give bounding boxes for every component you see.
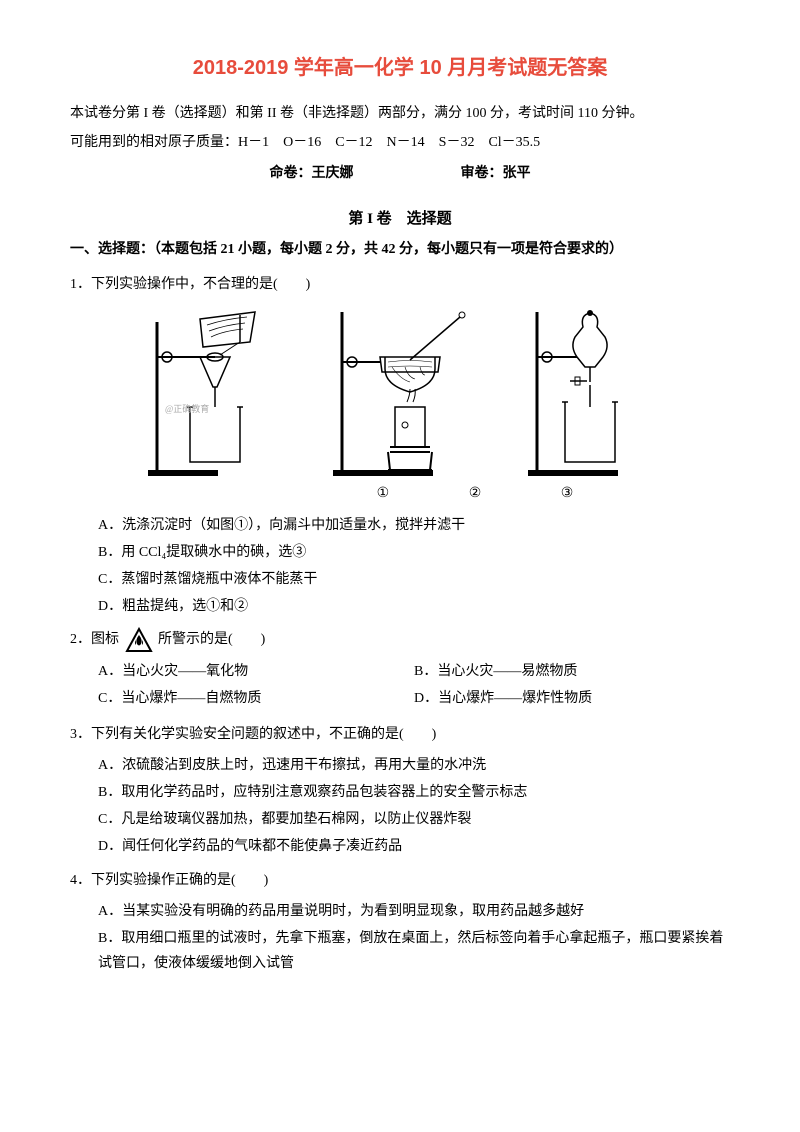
question-2-text: 2．图标 所警示的是( ) xyxy=(70,627,730,653)
question-4: 4．下列实验操作正确的是( ) A．当某实验没有明确的药品用量说明时，为看到明显… xyxy=(70,868,730,977)
q3-option-c: C．凡是给玻璃仪器加热，都要加垫石棉网，以防止仪器炸裂 xyxy=(98,807,730,832)
q4-option-a: A．当某实验没有明确的药品用量说明时，为看到明显现象，取用药品越多越好 xyxy=(98,899,730,924)
q1-option-c: C．蒸馏时蒸馏烧瓶中液体不能蒸干 xyxy=(98,567,730,592)
question-1: 1．下列实验操作中，不合理的是( ) @正确教育 xyxy=(70,272,730,619)
q3-option-a: A．浓硫酸沾到皮肤上时，迅速用干布擦拭，再用大量的水冲洗 xyxy=(98,753,730,778)
q4-option-b: B．取用细口瓶里的试液时，先拿下瓶塞，倒放在桌面上，然后标签向着手心拿起瓶子，瓶… xyxy=(98,926,730,976)
exam-title: 2018-2019 学年高一化学 10 月月考试题无答案 xyxy=(70,50,730,86)
question-1-diagrams: @正确教育 xyxy=(70,307,730,477)
reviewer-label: 审卷： xyxy=(461,166,503,181)
diagram-1: @正确教育 xyxy=(145,307,295,477)
selection-header: 一、选择题：（本题包括 21 小题，每小题 2 分，共 42 分，每小题只有一项… xyxy=(70,237,730,262)
q1-option-b: B．用 CCl₄提取碘水中的碘，选③ xyxy=(98,540,730,565)
q2-option-d: D．当心爆炸——爆炸性物质 xyxy=(414,686,730,711)
question-3: 3．下列有关化学实验安全问题的叙述中，不正确的是( ) A．浓硫酸沾到皮肤上时，… xyxy=(70,722,730,860)
diagram-labels: ① ② ③ xyxy=(70,481,730,506)
fire-warning-icon xyxy=(125,627,153,653)
diagram-label-2: ② xyxy=(469,486,482,501)
diagram-2 xyxy=(330,307,490,477)
q2-option-c: C．当心爆炸——自燃物质 xyxy=(98,686,414,711)
diagram-label-1: ① xyxy=(377,486,390,501)
diagram-label-3: ③ xyxy=(561,486,574,501)
reviewer-name: 张平 xyxy=(503,166,531,181)
q2-text-before: 2．图标 xyxy=(70,633,119,648)
question-1-text: 1．下列实验操作中，不合理的是( ) xyxy=(70,272,730,297)
q2-option-a: A．当心火灾——氧化物 xyxy=(98,659,414,684)
question-4-text: 4．下列实验操作正确的是( ) xyxy=(70,868,730,893)
watermark: @正确教育 xyxy=(165,403,209,414)
diagram-3 xyxy=(525,307,655,477)
creator-label: 命卷： xyxy=(270,166,312,181)
q3-option-d: D．闻任何化学药品的气味都不能使鼻子凑近药品 xyxy=(98,834,730,859)
atomic-mass-reference: 可能用到的相对原子质量：H－1 O－16 C－12 N－14 S－32 Cl－3… xyxy=(70,130,730,155)
authors-line: 命卷：王庆娜 审卷：张平 xyxy=(70,161,730,186)
q1-option-d: D．粗盐提纯，选①和② xyxy=(98,594,730,619)
q3-option-b: B．取用化学药品时，应特别注意观察药品包装容器上的安全警示标志 xyxy=(98,780,730,805)
section-title: 第 I 卷 选择题 xyxy=(70,206,730,233)
creator-name: 王庆娜 xyxy=(312,166,354,181)
q1-option-a: A．洗涤沉淀时（如图①），向漏斗中加适量水，搅拌并滤干 xyxy=(98,513,730,538)
question-2: 2．图标 所警示的是( ) A．当心火灾——氧化物 B．当心火灾——易燃物质 C… xyxy=(70,627,730,713)
exam-description: 本试卷分第 I 卷（选择题）和第 II 卷（非选择题）两部分，满分 100 分，… xyxy=(70,101,730,128)
q2-option-b: B．当心火灾——易燃物质 xyxy=(414,659,730,684)
question-3-text: 3．下列有关化学实验安全问题的叙述中，不正确的是( ) xyxy=(70,722,730,747)
q2-text-after: 所警示的是( ) xyxy=(158,633,265,648)
